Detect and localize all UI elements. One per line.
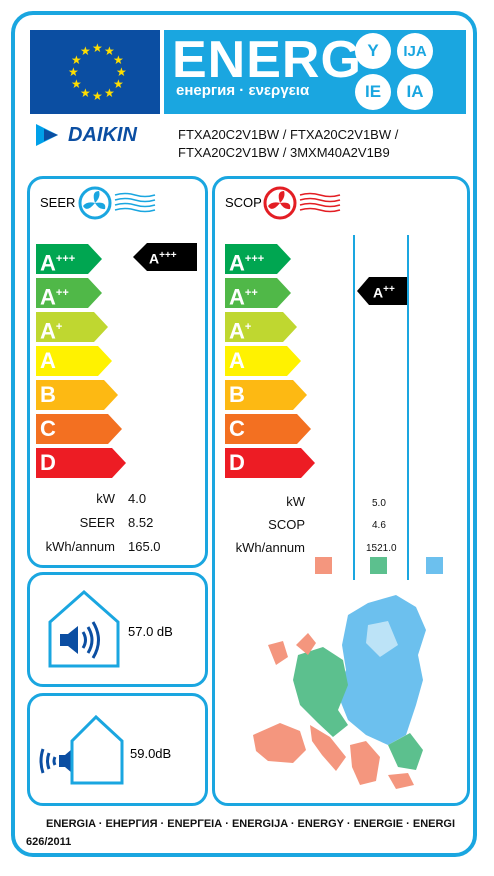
lang-code-y: Y	[355, 33, 391, 69]
cooling-class-arrow: B	[36, 380, 118, 410]
svg-text:★: ★	[104, 44, 115, 58]
heating-class-arrow: A+++	[225, 244, 291, 275]
heating-annual-label: kWh/annum	[235, 540, 305, 555]
svg-text:★: ★	[104, 86, 115, 100]
cooling-class-label: B	[40, 382, 56, 407]
cooling-class-label: A++	[40, 284, 69, 310]
cooling-class-arrow: A+++	[36, 244, 102, 275]
heating-rating-arrow: A++	[357, 277, 407, 305]
heating-class-label: A++	[229, 284, 258, 310]
eu-flag: ★ ★ ★ ★ ★ ★ ★ ★ ★ ★ ★ ★	[30, 30, 160, 114]
cooling-kw-label: kW	[96, 491, 115, 506]
zone-swatch-warm	[315, 557, 332, 574]
cooling-annual-value: 165.0	[128, 539, 161, 554]
lang-code-ia: IA	[397, 74, 433, 110]
heating-class-label: D	[229, 450, 245, 475]
cooling-seer-label: SEER	[79, 515, 115, 530]
cooling-class-arrow: D	[36, 448, 126, 478]
svg-text:★: ★	[113, 77, 124, 91]
svg-text:★: ★	[92, 89, 103, 103]
heating-class-arrow: B	[225, 380, 307, 410]
brand-name: DAIKIN	[68, 124, 137, 146]
cooling-fan-icon	[77, 185, 159, 226]
outdoor-house-icon	[34, 713, 126, 794]
model-line-2: FTXA20C2V1BW / 3MXM40A2V1B9	[178, 145, 390, 160]
heating-panel	[212, 176, 470, 806]
zone-swatch-average	[370, 557, 387, 574]
heating-annual-value: 1521.0	[366, 543, 397, 554]
cooling-rating-label: A+++	[149, 250, 177, 267]
lang-code-ie: IE	[355, 74, 391, 110]
heating-scop-label: SCOP	[268, 517, 305, 532]
heating-kw-label: kW	[286, 494, 305, 509]
cooling-class-label: D	[40, 450, 56, 475]
heating-class-label: C	[229, 416, 245, 441]
europe-climate-map	[238, 585, 438, 800]
heating-class-label: B	[229, 382, 245, 407]
svg-text:★: ★	[68, 65, 79, 79]
heating-class-label: A+	[229, 318, 252, 344]
heating-scop-value: 4.6	[372, 520, 386, 531]
footer-languages: ENERGIA · ЕНЕРГИЯ · ΕΝΕΡΓΕΙΑ · ENERGIJA …	[46, 818, 456, 830]
heating-class-arrow: A	[225, 346, 301, 376]
label-frame	[11, 11, 477, 857]
svg-text:★: ★	[116, 65, 127, 79]
heating-rating-label: A++	[373, 284, 395, 301]
indoor-noise-panel	[27, 572, 208, 687]
cooling-panel	[27, 176, 208, 568]
heating-class-arrow: D	[225, 448, 315, 478]
cooling-class-arrow: A	[36, 346, 112, 376]
svg-text:★: ★	[113, 53, 124, 67]
cooling-class-arrow: C	[36, 414, 122, 444]
seer-label: SEER	[40, 195, 76, 210]
svg-text:★: ★	[80, 86, 91, 100]
cooling-class-arrow: A++	[36, 278, 102, 309]
svg-text:★: ★	[71, 53, 82, 67]
cooling-class-label: A+++	[40, 250, 76, 276]
indoor-noise-value: 57.0 dB	[128, 624, 173, 639]
cooling-seer-value: 8.52	[128, 515, 154, 530]
scop-label: SCOP	[225, 195, 262, 210]
model-line-1: FTXA20C2V1BW / FTXA20C2V1BW /	[178, 127, 399, 142]
regulation-number: 626/2011	[26, 836, 72, 848]
svg-text:★: ★	[92, 41, 103, 55]
cooling-class-label: A	[40, 348, 56, 373]
daikin-logo-icon	[36, 124, 58, 146]
svg-text:★: ★	[80, 44, 91, 58]
zone-swatch-cold	[426, 557, 443, 574]
heating-class-label: A+++	[229, 250, 265, 276]
lang-code-ija: IJA	[397, 33, 433, 69]
cooling-kw-value: 4.0	[128, 491, 147, 506]
indoor-house-icon	[46, 588, 122, 675]
outdoor-noise-value: 59.0dB	[130, 746, 172, 761]
heating-class-label: A	[229, 348, 245, 373]
cooling-class-label: A+	[40, 318, 63, 344]
outdoor-noise-panel	[27, 693, 208, 806]
zone-divider-2	[407, 235, 409, 580]
zone-divider-1	[353, 235, 355, 580]
heating-class-arrow: C	[225, 414, 311, 444]
daikin-logo	[36, 124, 66, 151]
cooling-rating-arrow: A+++	[133, 243, 197, 271]
energy-subtitle: енергия · ενεργεια	[176, 82, 310, 99]
cooling-class-label: C	[40, 416, 56, 441]
energy-title: ENERG	[172, 31, 362, 89]
cooling-annual-label: kWh/annum	[45, 539, 115, 554]
heating-kw-value: 5.0	[372, 498, 386, 509]
heating-class-arrow: A+	[225, 312, 297, 343]
svg-text:★: ★	[71, 77, 82, 91]
heating-fan-icon	[262, 185, 344, 226]
cooling-class-arrow: A+	[36, 312, 108, 343]
heating-class-arrow: A++	[225, 278, 291, 309]
